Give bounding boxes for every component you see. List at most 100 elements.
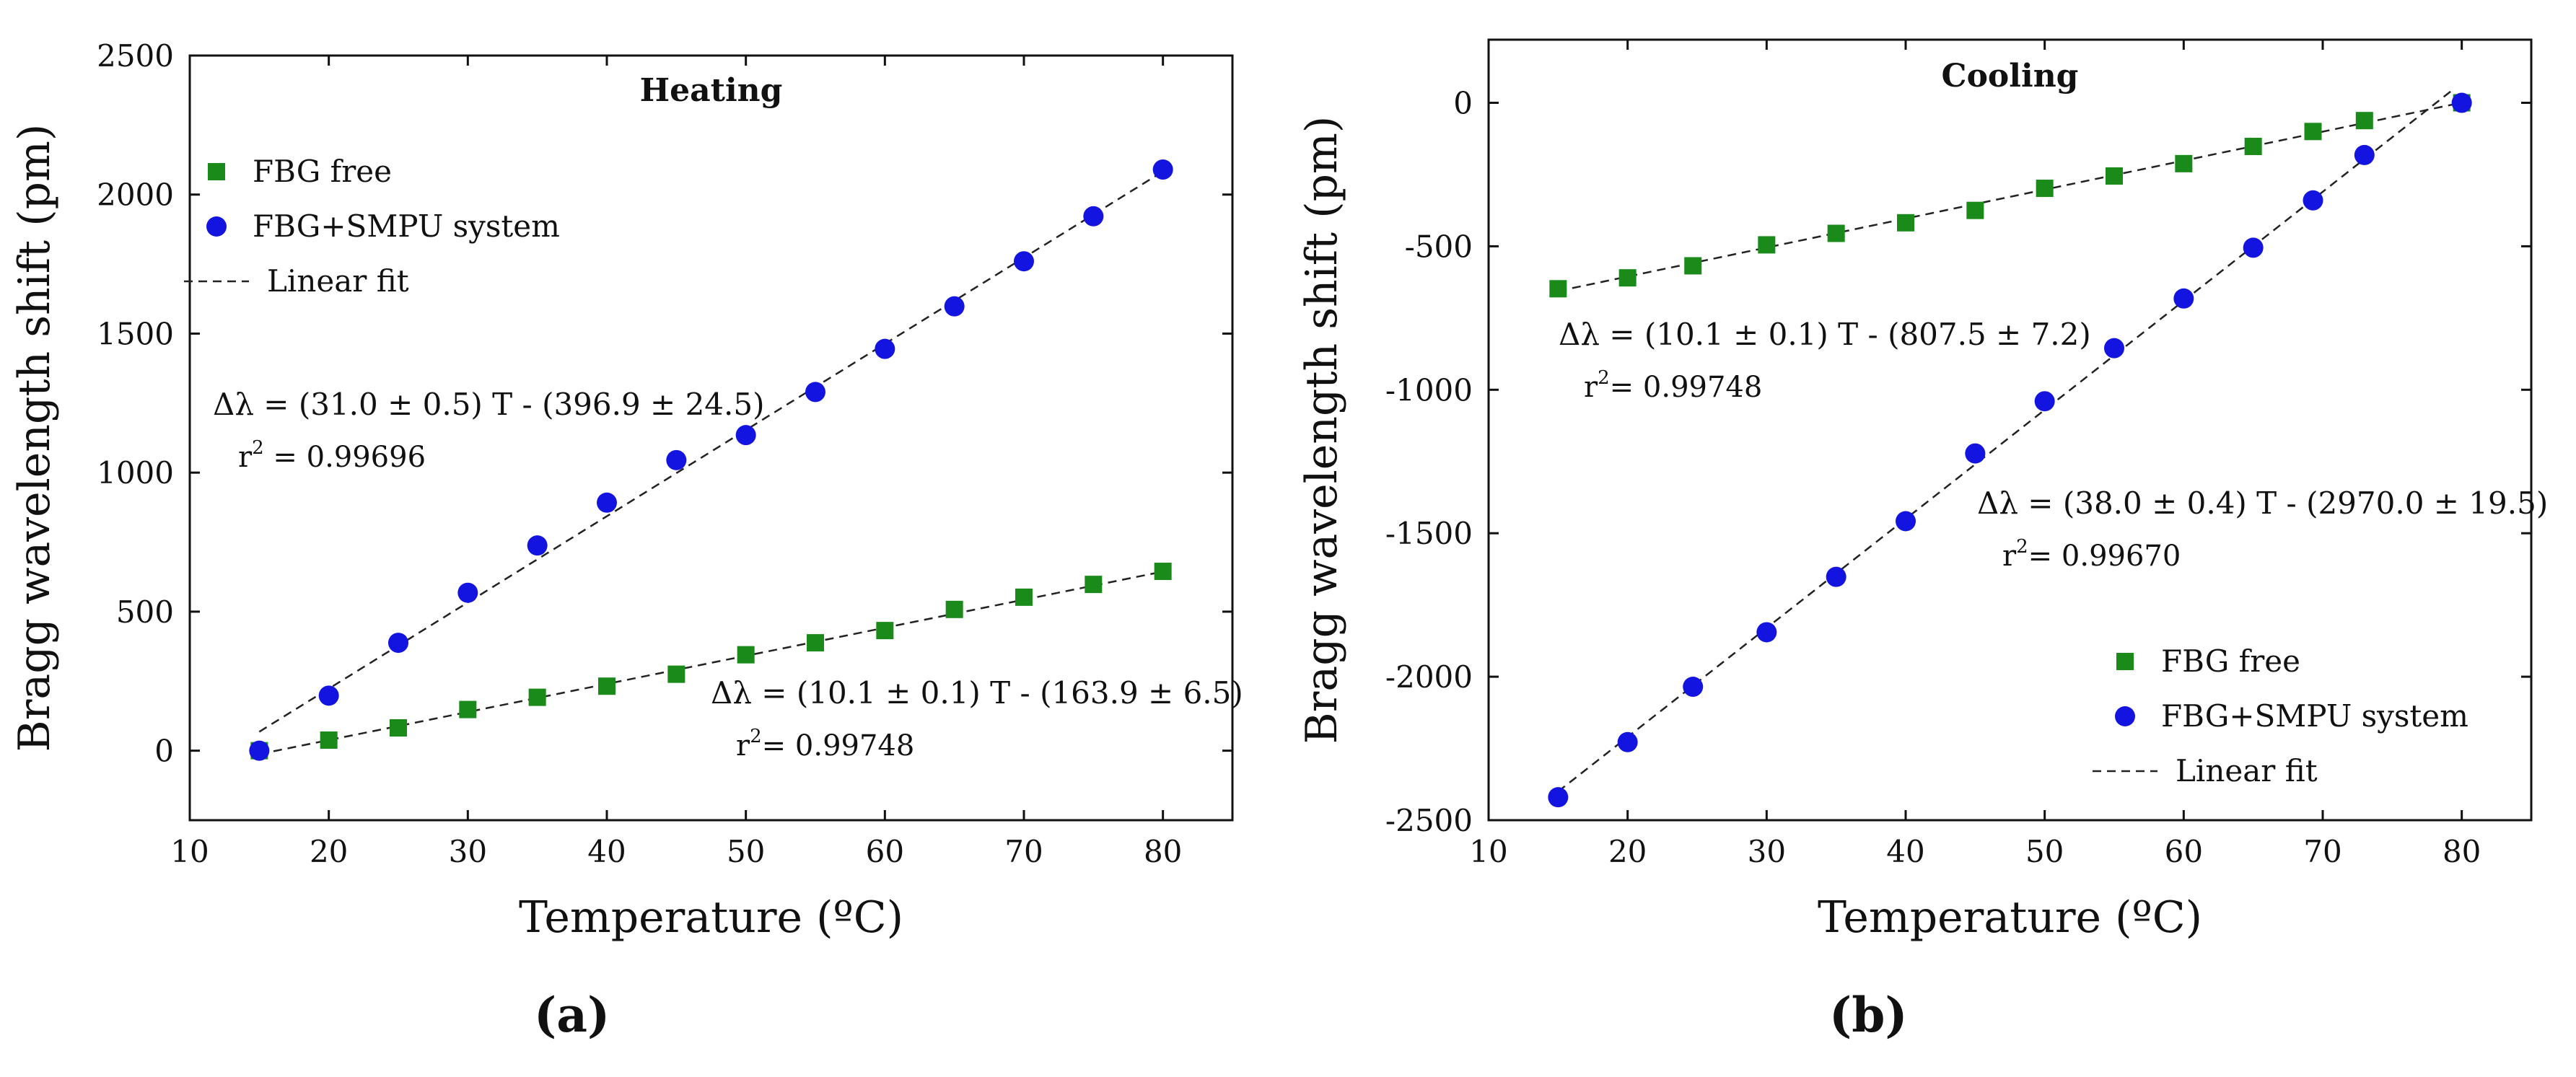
data-point-fbg-free — [2355, 112, 2373, 130]
data-point-fbg-smpu — [1756, 622, 1777, 643]
y-tick-label: -500 — [1405, 229, 1473, 264]
fit-equation-body: (38.0 ± 0.4) T - (2970.0 ± 19.5) — [2063, 485, 2548, 521]
panel-label-b: (b) — [1829, 987, 1908, 1043]
data-point-fbg-smpu — [2104, 338, 2124, 359]
legend-entry-label: FBG+SMPU system — [2161, 698, 2468, 734]
plot-frame — [1487, 38, 2533, 822]
legend-entry-label: Linear fit — [267, 263, 409, 299]
data-point-fbg-smpu — [1617, 731, 1638, 752]
x-tick-label: 40 — [1886, 834, 1924, 869]
x-tick-label: 10 — [1469, 834, 1507, 869]
fit-equation-prefix: Δλ = — [1977, 485, 2063, 521]
data-point-fbg-smpu — [1014, 251, 1034, 272]
fit-equation: Δλ = (38.0 ± 0.4) T - (2970.0 ± 19.5) — [1977, 485, 2548, 521]
data-point-fbg-free — [945, 600, 963, 618]
y-tick-label: 0 — [1453, 86, 1473, 121]
x-tick-label: 70 — [1004, 834, 1043, 869]
chart-panel-cooling: 10 20 30 40 50 60 70 80 0 -500 -1000 -1500 -2000 -250… — [1297, 38, 2548, 943]
x-tick-label: 20 — [310, 834, 348, 869]
data-point-fbg-free — [876, 622, 894, 640]
r-squared-exponent: 2 — [1598, 367, 1610, 389]
data-point-fbg-smpu — [2303, 190, 2323, 211]
legend-marker-circle — [2115, 706, 2135, 726]
x-tick-label: 30 — [1748, 834, 1786, 869]
y-tick-label: 2000 — [97, 177, 174, 213]
data-point-fbg-smpu — [875, 338, 895, 359]
data-point-fbg-free — [2175, 154, 2193, 172]
r-squared-exponent: 2 — [2016, 536, 2028, 558]
data-point-fbg-free — [1015, 588, 1033, 606]
y-tick-label: 1000 — [97, 455, 174, 491]
data-point-fbg-free — [390, 719, 407, 737]
fit-equation-prefix: Δλ = — [711, 675, 797, 711]
x-tick-label: 60 — [866, 834, 904, 869]
data-point-fbg-free — [2244, 137, 2262, 155]
y-tick-label: -1500 — [1385, 516, 1473, 551]
data-point-fbg-smpu — [318, 685, 339, 706]
data-point-fbg-smpu — [2173, 288, 2194, 309]
fit-line-fbg-smpu — [1557, 87, 2455, 793]
fit-equation-prefix: Δλ = — [1559, 317, 1644, 352]
data-point-fbg-smpu — [1152, 159, 1173, 180]
data-point-fbg-free — [2304, 123, 2322, 141]
fit-equation-body: (31.0 ± 0.5) T - (396.9 ± 24.5) — [299, 387, 765, 422]
data-point-fbg-smpu — [1683, 677, 1704, 698]
x-tick-label: 50 — [727, 834, 765, 869]
data-point-fbg-smpu — [666, 449, 687, 470]
data-point-fbg-smpu — [249, 740, 270, 761]
r-squared-symbol: r — [1584, 371, 1598, 404]
data-point-fbg-smpu — [944, 296, 965, 317]
x-tick-label: 80 — [1144, 834, 1182, 869]
y-axis-label: Bragg wavelength shift (pm) — [1297, 116, 1347, 744]
data-point-fbg-free — [1549, 280, 1567, 298]
fit-r-squared: r2= 0.99670 — [2002, 536, 2181, 573]
data-point-fbg-smpu — [527, 535, 548, 556]
data-point-fbg-free — [1618, 269, 1637, 287]
x-tick-label: 60 — [2165, 834, 2203, 869]
data-point-fbg-free — [320, 731, 338, 749]
y-axis-label: Bragg wavelength shift (pm) — [9, 124, 60, 752]
fit-r-squared: r2 = 0.99696 — [238, 437, 426, 474]
data-point-fbg-smpu — [1965, 443, 1986, 464]
data-point-fbg-smpu — [1826, 566, 1846, 587]
chart-panel-heating: 10 20 30 40 50 60 70 80 0 500 1000 1500 2000 2500 Heat… — [9, 38, 1243, 943]
panel-label-a: (a) — [534, 987, 610, 1043]
x-axis-label: Temperature (ºC) — [1818, 892, 2202, 943]
data-point-fbg-free — [528, 688, 546, 706]
fit-equation-body: (10.1 ± 0.1) T - (163.9 ± 6.5) — [797, 675, 1243, 711]
data-point-fbg-smpu — [2354, 144, 2375, 165]
fit-equation: Δλ = (10.1 ± 0.1) T - (807.5 ± 7.2) — [1559, 317, 2091, 352]
y-tick-label: 2500 — [97, 38, 174, 74]
y-tick-label: 0 — [154, 734, 174, 769]
chart-title: Heating — [640, 72, 783, 109]
fit-r-squared: r2= 0.99748 — [1584, 367, 1762, 404]
r-squared-exponent: 2 — [252, 437, 264, 459]
y-tick-label: 500 — [116, 594, 174, 630]
data-point-fbg-smpu — [1083, 206, 1104, 227]
legend-marker-square — [2116, 653, 2134, 670]
data-point-fbg-free — [459, 700, 477, 718]
chart-title: Cooling — [1942, 58, 2079, 94]
legend-entry-label: FBG free — [253, 154, 392, 189]
r-squared-symbol: r — [2002, 540, 2017, 573]
plot-frame — [188, 54, 1234, 822]
x-tick-label: 30 — [449, 834, 487, 869]
y-tick-label: 1500 — [97, 316, 174, 351]
data-point-fbg-smpu — [805, 382, 825, 403]
data-point-fbg-smpu — [2034, 391, 2055, 412]
data-point-fbg-free — [1966, 201, 1984, 219]
data-point-fbg-free — [1827, 224, 1845, 242]
data-point-fbg-free — [2036, 180, 2054, 198]
y-tick-label: -2500 — [1385, 803, 1473, 838]
legend-marker-square — [208, 163, 225, 180]
r-squared-value: = 0.99748 — [1610, 371, 1763, 404]
data-point-fbg-smpu — [1548, 787, 1569, 808]
legend-marker-circle — [206, 216, 227, 237]
data-point-fbg-free — [807, 634, 824, 652]
r-squared-exponent: 2 — [750, 726, 762, 747]
data-point-fbg-free — [1684, 257, 1702, 275]
data-point-fbg-free — [1154, 563, 1172, 581]
data-point-fbg-smpu — [2451, 92, 2472, 113]
x-axis-label: Temperature (ºC) — [519, 892, 903, 943]
